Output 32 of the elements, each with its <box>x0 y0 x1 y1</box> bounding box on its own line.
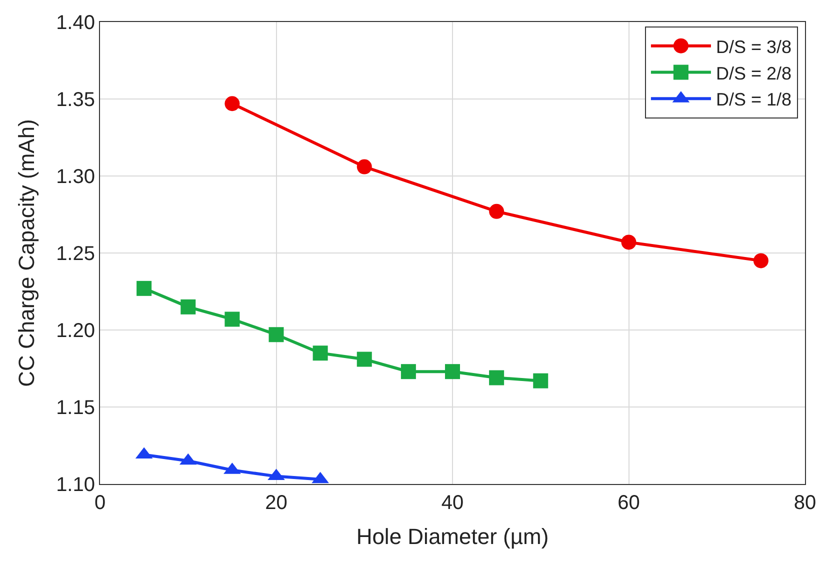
y-tick-label: 1.15 <box>56 397 95 419</box>
point <box>533 373 548 388</box>
point <box>621 234 636 250</box>
point <box>224 312 240 327</box>
point <box>445 364 460 380</box>
point <box>753 253 768 268</box>
y-tick-label: 1.10 <box>56 474 95 496</box>
point <box>136 280 152 296</box>
legend-label: D/S = 3/8 <box>716 36 792 57</box>
x-tick-label: 40 <box>441 492 464 514</box>
x-tick-label: 60 <box>618 492 640 514</box>
x-tick-label: 0 <box>94 492 106 514</box>
y-tick-label: 1.25 <box>56 243 95 265</box>
point <box>356 159 372 174</box>
point <box>224 96 240 112</box>
y-tick-label: 1.40 <box>56 12 95 34</box>
legend-label: D/S = 1/8 <box>716 90 792 110</box>
x-tick-label: 20 <box>265 492 288 514</box>
point <box>312 346 328 361</box>
point <box>400 364 416 380</box>
point <box>268 327 284 342</box>
point <box>180 299 196 314</box>
y-tick-label: 1.30 <box>56 166 95 188</box>
y-tick-label: 1.20 <box>56 320 95 342</box>
point <box>356 352 372 367</box>
x-tick-label: 80 <box>794 492 816 514</box>
legend-label: D/S = 2/8 <box>716 63 792 84</box>
y-tick-label: 1.35 <box>56 89 95 111</box>
x-axis-title: Hole Diameter (µm) <box>356 524 549 549</box>
point <box>489 204 504 219</box>
point <box>489 370 504 386</box>
y-axis-title: CC Charge Capacity (mAh) <box>14 119 39 387</box>
